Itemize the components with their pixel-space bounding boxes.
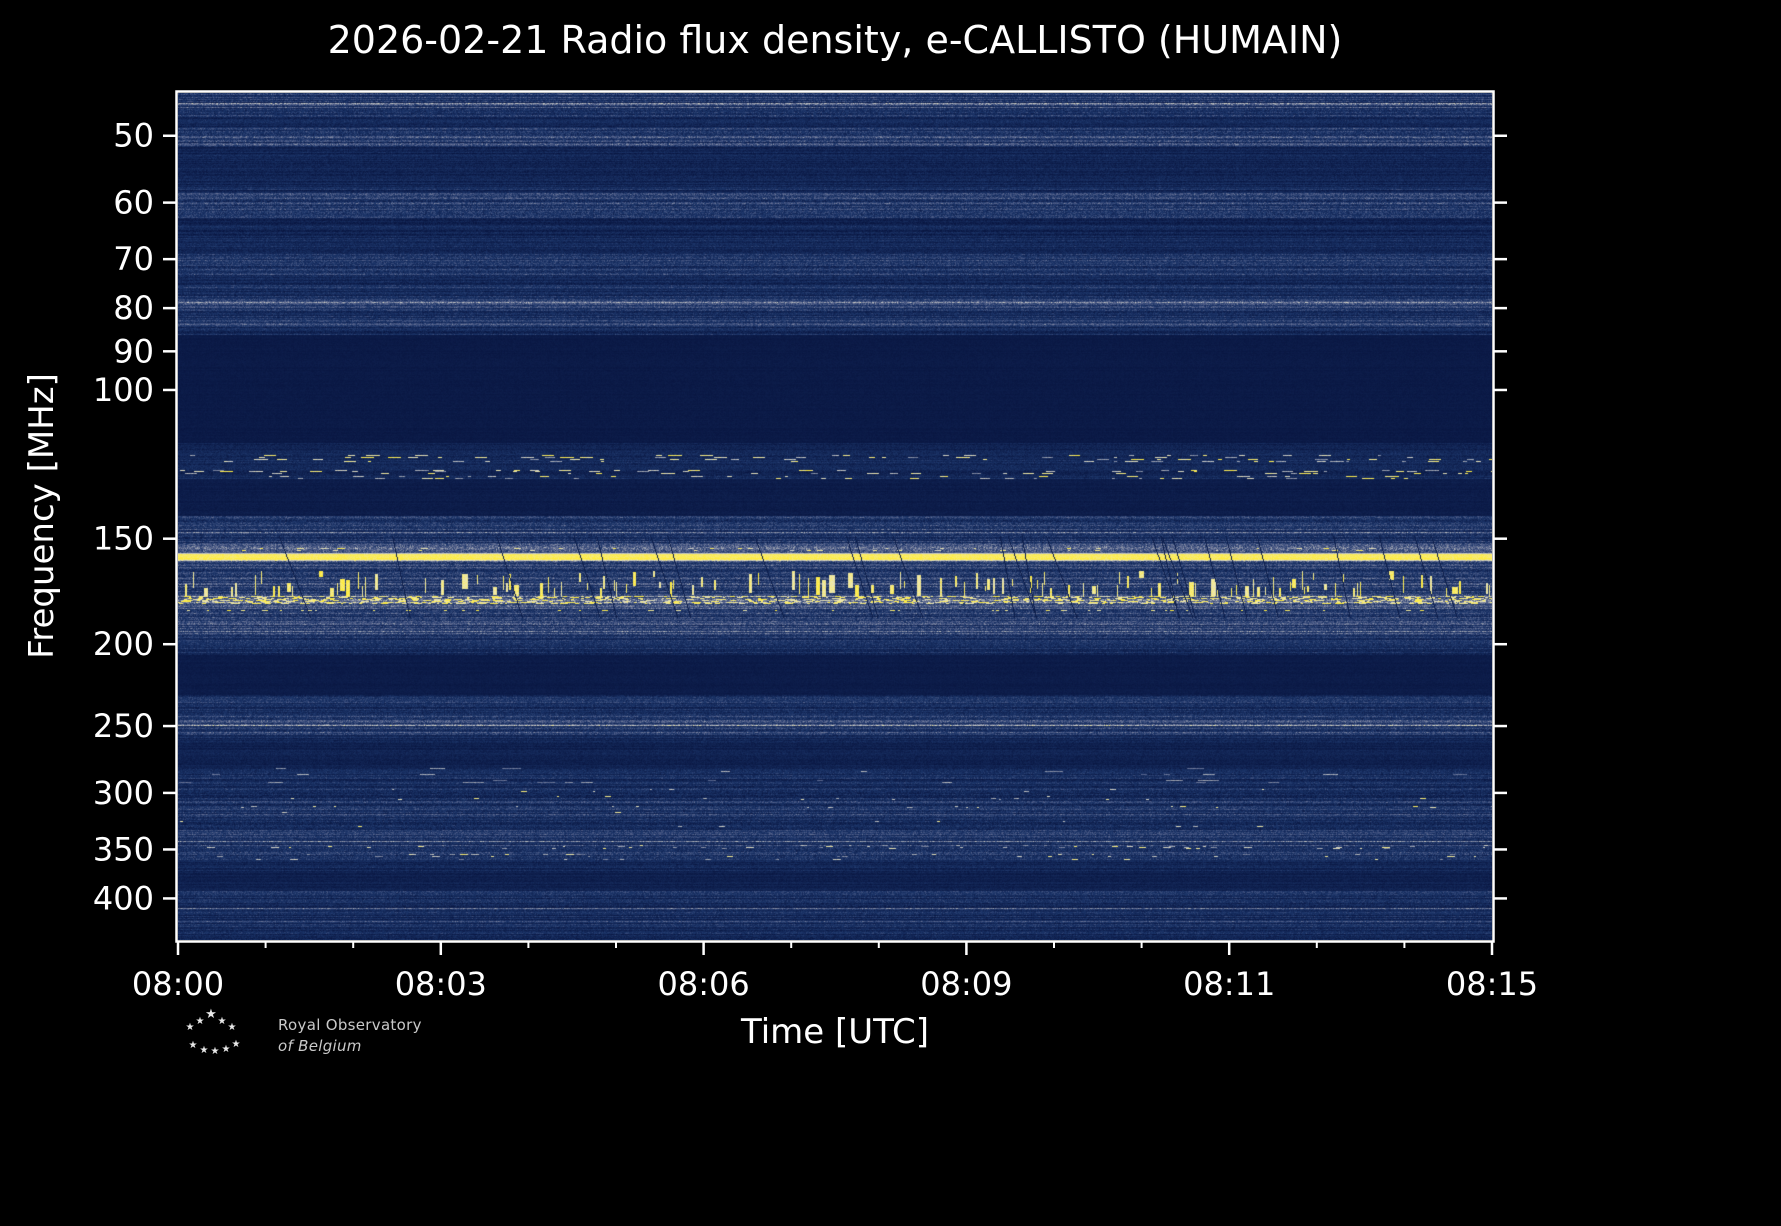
x-tick-label: 08:11 [1183,965,1275,1003]
star-icon: ★ [189,1040,198,1051]
y-tick-label: 70 [113,240,154,278]
star-icon: ★ [211,1046,220,1057]
rob-logo-stars-icon: ★★★ ★★★ ★ ★ ★ ★ [186,1007,241,1057]
y-tick-label: 80 [113,289,154,327]
plot-frame [175,90,1495,943]
x-tick-label: 08:06 [657,965,749,1003]
rob-logo-text-line2: of Belgium [278,1037,362,1055]
x-tick-label: 08:15 [1446,965,1538,1003]
y-tick-label: 90 [113,332,154,370]
y-axis-label: Frequency [MHz] [22,373,62,659]
y-tick-label: 200 [93,625,154,663]
star-icon: ★ [228,1022,237,1033]
x-axis-label: Time [UTC] [741,1012,929,1052]
star-icon: ★ [196,1016,205,1027]
star-icon: ★ [200,1045,209,1056]
y-tick-label: 250 [93,707,154,745]
y-tick-label: 150 [93,520,154,558]
spectrogram-canvas [178,93,1492,940]
x-tick-label: 08:03 [395,965,487,1003]
star-icon: ★ [186,1022,195,1033]
y-tick-label: 60 [113,184,154,222]
star-icon: ★ [218,1016,227,1027]
y-tick-label: 100 [93,371,154,409]
star-icon: ★ [222,1044,231,1055]
star-icon: ★ [232,1039,241,1050]
x-tick-label: 08:00 [132,965,224,1003]
rob-logo-text-line1: Royal Observatory [278,1016,422,1034]
page-title: 2026-02-21 Radio flux density, e-CALLIST… [327,18,1343,62]
y-tick-label: 300 [93,774,154,812]
y-tick-label: 350 [93,830,154,868]
star-icon: ★ [205,1007,217,1022]
y-tick-label: 400 [93,879,154,917]
y-tick-label: 50 [113,117,154,155]
x-tick-label: 08:09 [920,965,1012,1003]
